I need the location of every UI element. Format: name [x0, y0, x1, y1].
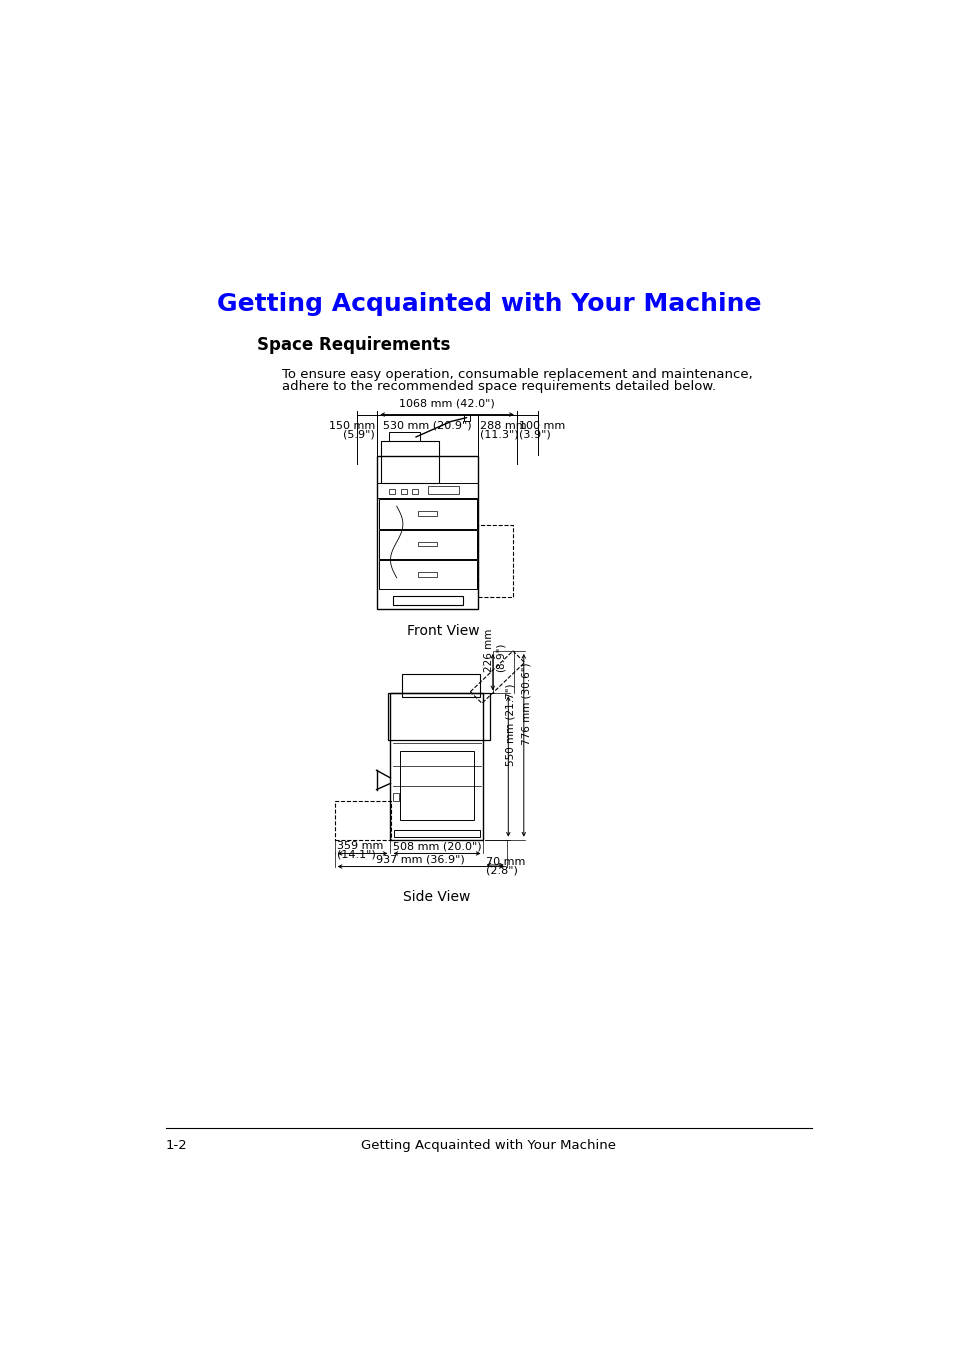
- Text: 776 mm (30.6"): 776 mm (30.6"): [520, 663, 531, 745]
- Text: Side View: Side View: [403, 890, 470, 903]
- Text: (3.9"): (3.9"): [518, 429, 550, 440]
- Bar: [477, 525, 513, 597]
- Bar: [412, 489, 418, 494]
- Text: 150 mm: 150 mm: [329, 421, 375, 431]
- Bar: [378, 560, 476, 590]
- Text: 550 mm (21.7"): 550 mm (21.7"): [505, 684, 515, 767]
- Text: 937 mm (36.9"): 937 mm (36.9"): [375, 855, 465, 864]
- Bar: [378, 500, 476, 529]
- Bar: [388, 694, 489, 740]
- Bar: [399, 751, 474, 821]
- Text: (11.3"): (11.3"): [480, 429, 518, 440]
- Bar: [400, 489, 406, 494]
- Bar: [389, 432, 419, 440]
- Bar: [402, 674, 479, 697]
- Bar: [418, 541, 436, 547]
- Text: (14.1"): (14.1"): [336, 849, 375, 860]
- Text: 70 mm: 70 mm: [485, 857, 525, 867]
- Text: 226 mm
(8.9"): 226 mm (8.9"): [484, 629, 505, 672]
- Text: (2.8"): (2.8"): [485, 865, 517, 876]
- Bar: [394, 830, 479, 837]
- Text: 359 mm: 359 mm: [336, 841, 383, 850]
- Bar: [381, 440, 439, 483]
- Bar: [389, 489, 395, 494]
- Bar: [464, 416, 470, 421]
- Text: Getting Acquainted with Your Machine: Getting Acquainted with Your Machine: [361, 1139, 616, 1152]
- Bar: [418, 512, 436, 516]
- Bar: [377, 456, 477, 609]
- Bar: [335, 801, 390, 840]
- Bar: [427, 486, 458, 494]
- Text: 288 mm: 288 mm: [480, 421, 526, 431]
- Text: 1-2: 1-2: [166, 1139, 188, 1152]
- Text: To ensure easy operation, consumable replacement and maintenance,: To ensure easy operation, consumable rep…: [282, 369, 752, 381]
- Bar: [393, 794, 398, 801]
- Bar: [390, 694, 483, 840]
- Text: 100 mm: 100 mm: [518, 421, 565, 431]
- Bar: [378, 529, 476, 559]
- Text: Front View: Front View: [407, 624, 479, 639]
- Text: 530 mm (20.9"): 530 mm (20.9"): [383, 421, 472, 431]
- Text: Space Requirements: Space Requirements: [257, 336, 450, 354]
- Text: 508 mm (20.0"): 508 mm (20.0"): [393, 841, 481, 850]
- Text: (5.9"): (5.9"): [343, 429, 375, 440]
- Text: 1068 mm (42.0"): 1068 mm (42.0"): [398, 398, 495, 409]
- Bar: [418, 572, 436, 576]
- Bar: [393, 595, 462, 605]
- Text: adhere to the recommended space requirements detailed below.: adhere to the recommended space requirem…: [282, 379, 716, 393]
- Text: Getting Acquainted with Your Machine: Getting Acquainted with Your Machine: [216, 293, 760, 316]
- Bar: [377, 483, 477, 498]
